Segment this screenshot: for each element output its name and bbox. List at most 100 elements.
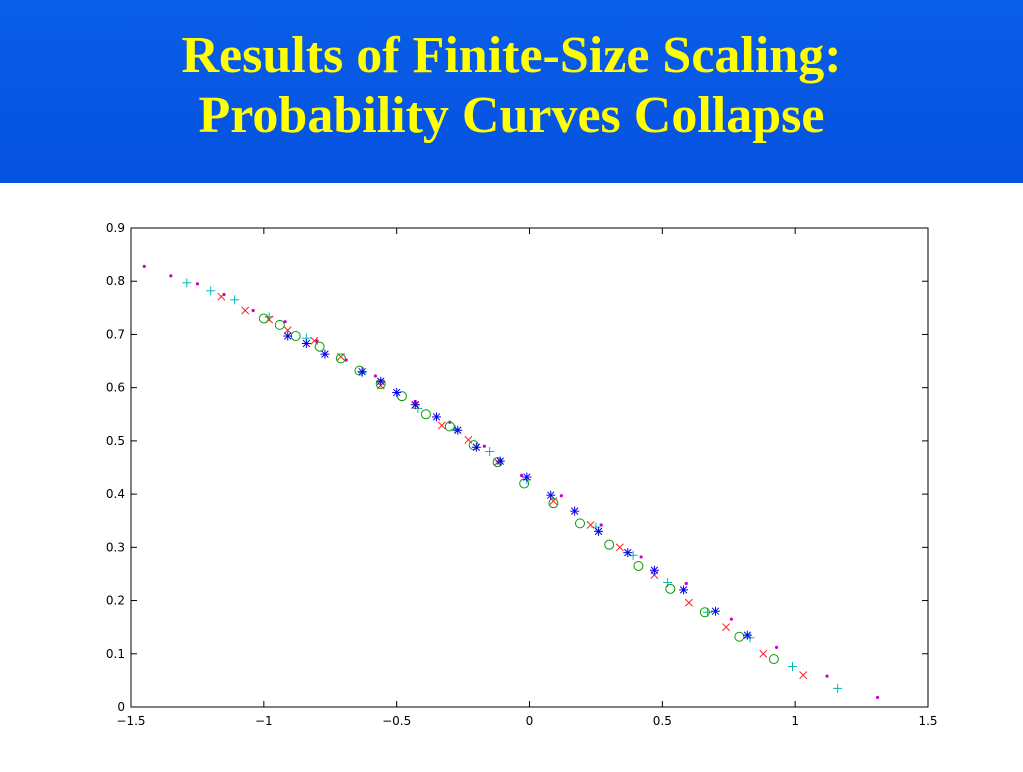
data-point-dot: [373, 374, 378, 378]
data-points: [142, 264, 880, 700]
x-tick-label: −1: [255, 714, 273, 728]
data-point-circle: [335, 353, 346, 364]
title-line-1: Results of Finite-Size Scaling:: [181, 27, 842, 84]
y-tick-label: 0: [117, 700, 125, 714]
data-point-asterisk: [649, 565, 659, 575]
data-point-plus: [485, 447, 495, 457]
data-point-x: [684, 598, 693, 607]
data-point-x: [464, 435, 473, 444]
axes: −1.5 −1 −0.5 0 0.5 1 1.5 0 0.1 0.2 0.3 0.4 0.5 0.6 0.7…: [106, 221, 938, 728]
data-point-circle: [274, 319, 285, 330]
data-point-x: [283, 326, 292, 335]
data-point-x: [586, 521, 595, 529]
data-point-circle: [290, 331, 301, 342]
data-point-dot: [169, 274, 173, 278]
data-point-circle: [444, 421, 455, 432]
y-tick-label: 0.6: [106, 381, 125, 395]
data-point-asterisk: [594, 526, 604, 536]
data-point-asterisk: [392, 387, 402, 397]
data-point-circle: [734, 631, 745, 642]
data-point-circle: [699, 607, 710, 618]
x-tick-label: 0: [526, 714, 534, 728]
data-point-circle: [396, 391, 407, 402]
data-point-circle: [604, 539, 615, 550]
data-point-circle: [768, 654, 779, 665]
y-tick-label: 0.9: [106, 221, 125, 235]
data-point-dot: [315, 339, 319, 343]
data-point-x: [799, 671, 808, 680]
data-point-asterisk: [742, 630, 752, 640]
y-tick-label: 0.3: [106, 540, 125, 554]
y-tick-label: 0.1: [106, 647, 125, 661]
data-point-dot: [482, 444, 486, 448]
data-point-x: [241, 306, 250, 315]
slide-header: [0, 0, 1023, 183]
data-point-circle: [420, 409, 431, 420]
y-tick-label: 0.7: [106, 327, 125, 341]
data-point-asterisk: [570, 506, 580, 516]
data-point-dot: [639, 555, 643, 559]
data-point-asterisk: [453, 425, 463, 435]
data-point-asterisk: [410, 400, 420, 410]
data-point-dot: [251, 308, 255, 313]
x-tick-label: 0.5: [653, 714, 672, 728]
data-point-dot: [684, 581, 688, 586]
data-point-asterisk: [376, 376, 386, 386]
data-point-asterisk: [710, 606, 720, 616]
x-tick-label: −0.5: [382, 714, 411, 728]
data-point-plus: [788, 662, 798, 672]
y-tick-label: 0.8: [106, 274, 125, 288]
plot-frame: [130, 227, 929, 708]
data-point-circle: [258, 313, 269, 324]
data-point-dot: [729, 617, 734, 621]
data-point-plus: [833, 683, 843, 693]
y-tick-label: 0.4: [106, 487, 125, 501]
data-point-x: [759, 649, 768, 658]
data-point-x: [722, 623, 731, 632]
data-point-dot: [283, 320, 287, 324]
y-tick-label: 0.2: [106, 594, 125, 608]
chart-area: −1.5 −1 −0.5 0 0.5 1 1.5 0 0.1 0.2 0.3 0.4 0.5 0.6 0.7…: [0, 183, 1023, 767]
data-point-asterisk: [283, 331, 293, 341]
data-point-dot: [559, 494, 563, 498]
data-point-plus: [182, 278, 192, 288]
data-point-circle: [492, 457, 503, 468]
title-line-2: Probability Curves Collapse: [198, 87, 825, 144]
data-point-asterisk: [679, 585, 689, 595]
data-point-asterisk: [623, 548, 633, 558]
data-point-x: [217, 292, 226, 301]
data-point-plus: [206, 286, 216, 296]
data-point-asterisk: [432, 412, 442, 422]
data-point-circle: [633, 560, 644, 571]
data-point-asterisk: [471, 442, 481, 452]
data-point-dot: [195, 282, 200, 286]
data-point-dot: [825, 674, 829, 678]
data-point-circle: [665, 583, 676, 594]
data-point-asterisk: [301, 338, 311, 348]
x-tick-label: 1.5: [918, 714, 937, 728]
x-tick-label: 1: [791, 714, 799, 728]
data-point-asterisk: [357, 367, 367, 377]
slide-title: Results of Finite-Size Scaling: Probabil…: [0, 26, 1023, 146]
scatter-chart: −1.5 −1 −0.5 0 0.5 1 1.5 0 0.1 0.2 0.3 0.4 0.5 0.6 0.7…: [106, 221, 938, 728]
data-point-circle: [354, 365, 365, 376]
data-point-circle: [519, 478, 530, 489]
data-point-x: [615, 543, 624, 552]
data-point-dot: [774, 645, 779, 649]
data-point-circle: [548, 498, 559, 509]
data-point-dot: [142, 264, 146, 268]
data-point-circle: [574, 518, 585, 529]
data-point-x: [437, 421, 446, 430]
data-point-asterisk: [522, 472, 532, 482]
data-point-asterisk: [320, 349, 330, 359]
data-point-dot: [519, 473, 524, 478]
data-point-dot: [875, 695, 880, 700]
data-point-asterisk: [546, 490, 556, 500]
data-point-circle: [314, 341, 325, 352]
data-point-plus: [230, 295, 240, 305]
data-point-asterisk: [495, 456, 505, 466]
y-tick-label: 0.5: [106, 434, 125, 448]
x-tick-label: −1.5: [116, 714, 145, 728]
data-point-dot: [599, 523, 603, 527]
data-point-plus: [702, 607, 712, 617]
